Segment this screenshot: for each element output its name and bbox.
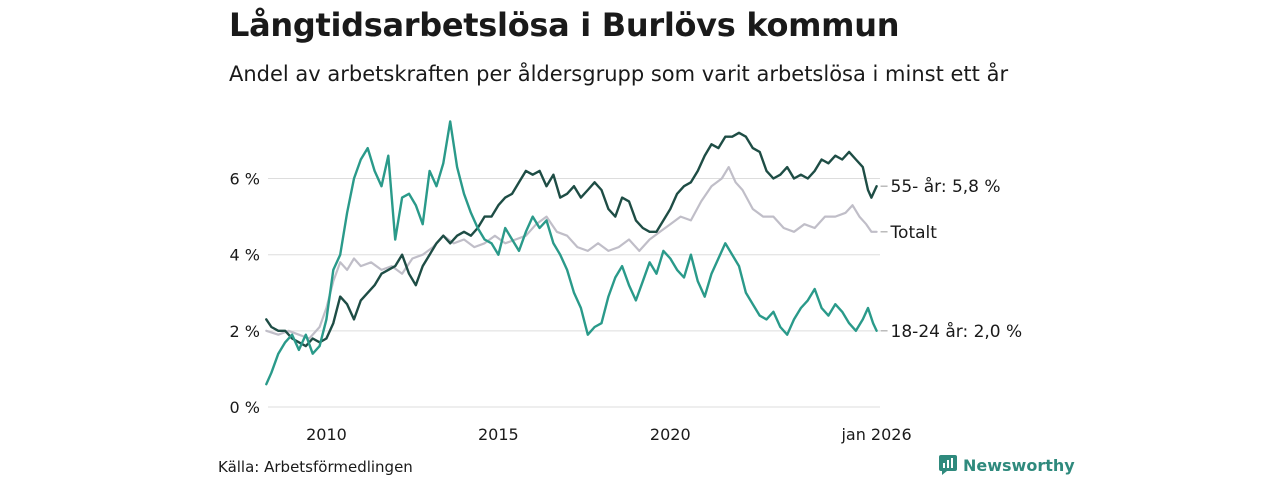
series-line-2: [265, 120, 878, 386]
series-label-2: 18-24 år: 2,0 %: [891, 321, 1023, 342]
series-label-1: 55- år: 5,8 %: [891, 176, 1001, 197]
y-tick-label-2: 2 %: [230, 322, 260, 341]
chart-subtitle: Andel av arbetskraften per åldersgrupp s…: [229, 62, 1009, 86]
newsworthy-logo-icon: [939, 455, 957, 475]
series-labels: Totalt 55- år: 5,8 % 18-24 år: 2,0 %: [880, 176, 1023, 342]
x-axis: 2010 2015 2020 jan 2026: [306, 425, 912, 444]
y-axis: 0 % 2 % 4 % 6 %: [230, 170, 260, 417]
x-tick-label-3: jan 2026: [840, 425, 911, 444]
series-line-0: [265, 166, 878, 340]
x-tick-label-0: 2010: [306, 425, 347, 444]
series-line-1: [265, 131, 878, 348]
series-lines: [265, 120, 878, 386]
chart-title: Långtidsarbetslösa i Burlövs kommun: [229, 6, 900, 44]
y-tick-label-0: 0 %: [230, 398, 260, 417]
brand-name: Newsworthy: [963, 455, 1075, 475]
y-tick-label-4: 4 %: [230, 246, 260, 265]
brand-logo: Newsworthy: [939, 455, 1075, 475]
x-tick-label-2: 2020: [650, 425, 691, 444]
x-tick-label-1: 2015: [478, 425, 519, 444]
y-tick-label-6: 6 %: [230, 170, 260, 189]
grid-lines: [268, 178, 880, 408]
source-note: Källa: Arbetsförmedlingen: [218, 458, 413, 476]
series-label-0: Totalt: [890, 223, 938, 243]
